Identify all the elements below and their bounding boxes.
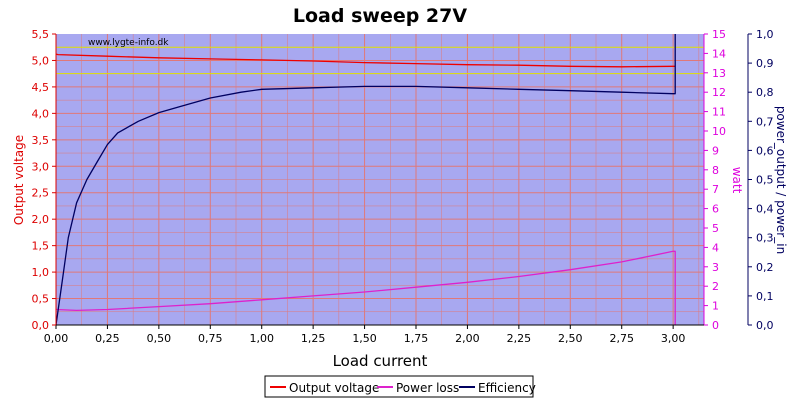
right2-tick-label: 0,7 <box>756 115 774 128</box>
reference-lines <box>56 46 704 75</box>
right1-axis-label: watt <box>730 167 744 194</box>
right1-tick-label: 2 <box>712 280 719 293</box>
x-tick-label: 2,00 <box>455 332 480 345</box>
right1-tick-label: 12 <box>712 86 726 99</box>
x-tick-label: 0,75 <box>198 332 223 345</box>
right2-tick-label: 0,5 <box>756 174 774 187</box>
left-tick-label: 4,0 <box>32 107 50 120</box>
right1-tick-label: 15 <box>712 28 726 41</box>
x-tick-label: 0,50 <box>147 332 172 345</box>
left-tick-label: 2,0 <box>32 213 50 226</box>
right2-tick-label: 0,9 <box>756 57 774 70</box>
right2-tick-label: 0,6 <box>756 144 774 157</box>
watermark: www.lygte-info.dk <box>88 38 169 48</box>
x-tick-labels: 0,00 0,25 0,50 0,75 1,00 1,25 1,50 1,75 2,00 2,25… <box>44 325 686 345</box>
legend: Output voltage Power loss Efficiency <box>264 375 536 398</box>
x-tick-label: 1,50 <box>352 332 377 345</box>
right1-tick-label: 0 <box>712 319 719 332</box>
right1-tick-label: 13 <box>712 67 726 80</box>
right2-tick-label: 0,1 <box>756 290 774 303</box>
right1-tick-label: 1 <box>712 300 719 313</box>
left-tick-label: 5,5 <box>32 28 50 41</box>
legend-label-output-voltage: Output voltage <box>289 381 379 395</box>
left-tick-label: 3,5 <box>32 134 50 147</box>
right1-tick-label: 4 <box>712 241 719 254</box>
right1-tick-label: 10 <box>712 125 726 138</box>
right1-tick-label: 14 <box>712 47 726 60</box>
legend-label-power-loss: Power loss <box>396 381 459 395</box>
x-tick-label: 1,25 <box>301 332 326 345</box>
right2-tick-labels: 0,0 0,1 0,2 0,3 0,4 0,5 0,6 0,7 0,8 0,9 1,0 <box>748 28 774 332</box>
right2-axis-label: power_output / power_in <box>774 106 788 254</box>
right1-tick-label: 5 <box>712 222 719 235</box>
left-tick-label: 0,0 <box>32 319 50 332</box>
left-tick-label: 3,0 <box>32 160 50 173</box>
left-tick-label: 2,5 <box>32 187 50 200</box>
x-tick-label: 0,00 <box>44 332 69 345</box>
left-tick-label: 1,5 <box>32 240 50 253</box>
x-tick-label: 1,75 <box>404 332 429 345</box>
right2-tick-label: 0,0 <box>756 319 774 332</box>
left-tick-label: 5,0 <box>32 54 50 67</box>
right1-tick-label: 8 <box>712 164 719 177</box>
series-output-voltage <box>55 53 676 68</box>
right2-tick-label: 0,3 <box>756 232 774 245</box>
left-tick-label: 4,5 <box>32 81 50 94</box>
right2-tick-label: 0,4 <box>756 203 774 216</box>
legend-box <box>264 375 534 398</box>
x-tick-label: 1,00 <box>249 332 274 345</box>
x-axis-label: Load current <box>333 352 428 370</box>
legend-label-efficiency: Efficiency <box>478 381 536 395</box>
x-tick-label: 3,00 <box>661 332 686 345</box>
x-tick-label: 0,25 <box>95 332 120 345</box>
left-tick-label: 0,5 <box>32 293 50 306</box>
right1-tick-label: 3 <box>712 261 719 274</box>
right1-tick-label: 11 <box>712 106 726 119</box>
left-axis-label: Output voltage <box>12 135 26 225</box>
series-layer <box>55 34 676 326</box>
right1-tick-label: 6 <box>712 203 719 216</box>
series-efficiency <box>55 34 676 326</box>
right2-tick-label: 1,0 <box>756 28 774 41</box>
right1-tick-label: 7 <box>712 183 719 196</box>
x-tick-label: 2,75 <box>609 332 634 345</box>
chart-title: Load sweep 27V <box>293 5 467 27</box>
right2-tick-label: 0,2 <box>756 261 774 274</box>
left-tick-labels: 0,0 0,5 1,0 1,5 2,0 2,5 3,0 3,5 4,0 4,5 5,0 5,5 <box>32 28 56 332</box>
right2-tick-label: 0,8 <box>756 86 774 99</box>
right1-tick-label: 9 <box>712 144 719 157</box>
series-power-loss <box>55 250 676 325</box>
left-tick-label: 1,0 <box>32 266 50 279</box>
x-tick-label: 2,50 <box>558 332 583 345</box>
x-tick-label: 2,25 <box>507 332 532 345</box>
